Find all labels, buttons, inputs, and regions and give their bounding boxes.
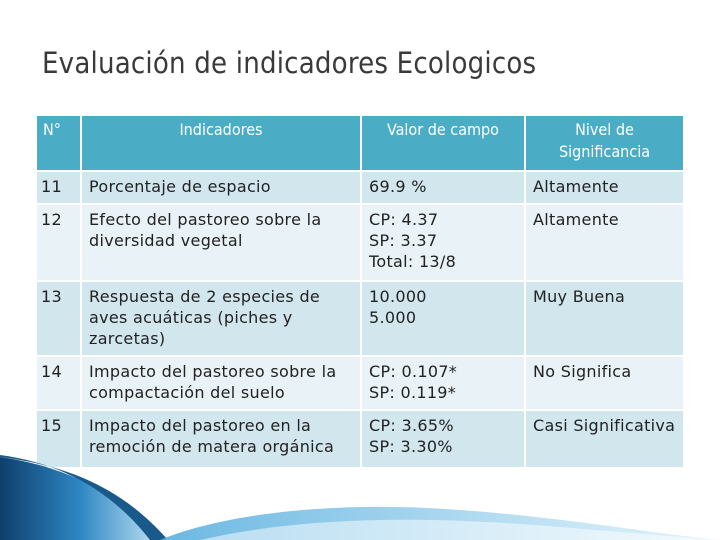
row-indicator: Efecto del pastoreo sobre la diversidad … [80,203,361,281]
row-number: 13 [37,280,81,356]
row-value: CP: 0.107* SP: 0.119* [360,355,525,410]
row-value: 69.9 % [360,170,525,204]
table-row: 14 Impacto del pastoreo sobre la compact… [37,355,683,410]
row-value: 10.000 5.000 [360,280,525,356]
row-significance: No Significa [524,355,683,410]
row-indicator: Impacto del pastoreo en la remoción de m… [80,409,361,467]
table-row: 15 Impacto del pastoreo en la remoción d… [37,409,683,467]
table-row: 11 Porcentaje de espacio 69.9 % Altament… [37,170,683,204]
row-value: CP: 4.37 SP: 3.37 Total: 13/8 [360,203,525,281]
row-number: 15 [37,409,81,467]
row-number: 12 [37,203,81,281]
row-indicator: Porcentaje de espacio [80,170,361,204]
row-significance: Casi Significativa [524,409,683,467]
row-significance: Altamente [524,203,683,281]
header-significance: Nivel de Significancia [524,116,683,171]
row-number: 14 [37,355,81,410]
row-indicator: Respuesta de 2 especies de aves acuática… [80,280,361,356]
table-row: 13 Respuesta de 2 especies de aves acuát… [37,280,683,356]
slide-title: Evaluación de indicadores Ecologicos [42,46,537,80]
row-number: 11 [37,170,81,204]
indicators-table: N° Indicadores Valor de campo Nivel de S… [37,116,683,467]
header-indicator: Indicadores [80,116,361,171]
header-value: Valor de campo [360,116,525,171]
row-value: CP: 3.65% SP: 3.30% [360,409,525,467]
row-indicator: Impacto del pastoreo sobre la compactaci… [80,355,361,410]
decorative-swoosh [0,455,720,540]
header-index: N° [37,116,81,171]
row-significance: Altamente [524,170,683,204]
table-header-row: N° Indicadores Valor de campo Nivel de S… [37,116,683,171]
row-significance: Muy Buena [524,280,683,356]
table-row: 12 Efecto del pastoreo sobre la diversid… [37,203,683,281]
